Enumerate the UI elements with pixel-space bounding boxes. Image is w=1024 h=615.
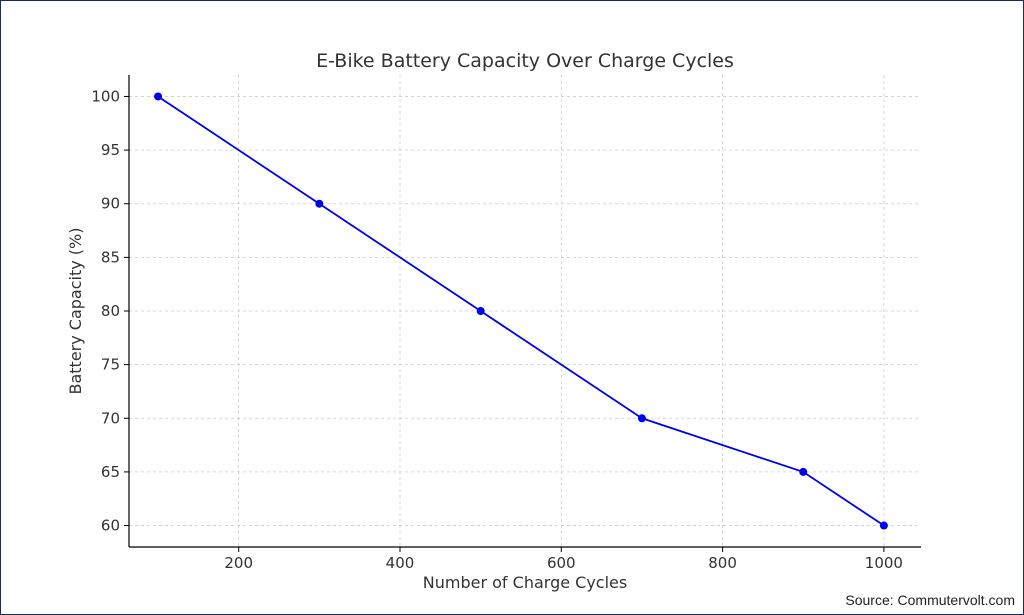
data-point: [315, 199, 324, 208]
x-tick-label: 200: [224, 554, 253, 572]
source-note: Source: Commutervolt.com: [845, 592, 1015, 608]
x-tick-label: 800: [708, 554, 737, 572]
data-point: [154, 92, 163, 101]
ticks: 200 400 600 800 1000 60 65 70 75 80 85 90 95 100: [91, 87, 903, 572]
y-tick-label: 75: [101, 356, 120, 374]
y-tick-label: 70: [101, 409, 120, 427]
y-tick-label: 65: [101, 463, 120, 481]
data-point: [799, 467, 808, 476]
chart-title: E-Bike Battery Capacity Over Charge Cycl…: [316, 50, 734, 72]
y-tick-label: 85: [101, 248, 120, 266]
grid: [129, 75, 921, 547]
y-tick-label: 80: [101, 302, 120, 320]
x-tick-label: 1000: [865, 554, 903, 572]
x-tick-label: 600: [547, 554, 576, 572]
data-point: [637, 414, 646, 423]
series-line: [157, 95, 885, 527]
x-tick-label: 400: [386, 554, 415, 572]
y-tick-label: 90: [101, 195, 120, 213]
y-axis-label: Battery Capacity (%): [66, 228, 85, 395]
y-tick-label: 60: [101, 517, 120, 535]
data-point: [879, 521, 888, 530]
data-point: [476, 307, 485, 315]
y-tick-label: 100: [91, 87, 120, 105]
x-axis-label: Number of Charge Cycles: [423, 573, 627, 592]
series: [154, 92, 888, 530]
y-tick-label: 95: [101, 141, 120, 159]
